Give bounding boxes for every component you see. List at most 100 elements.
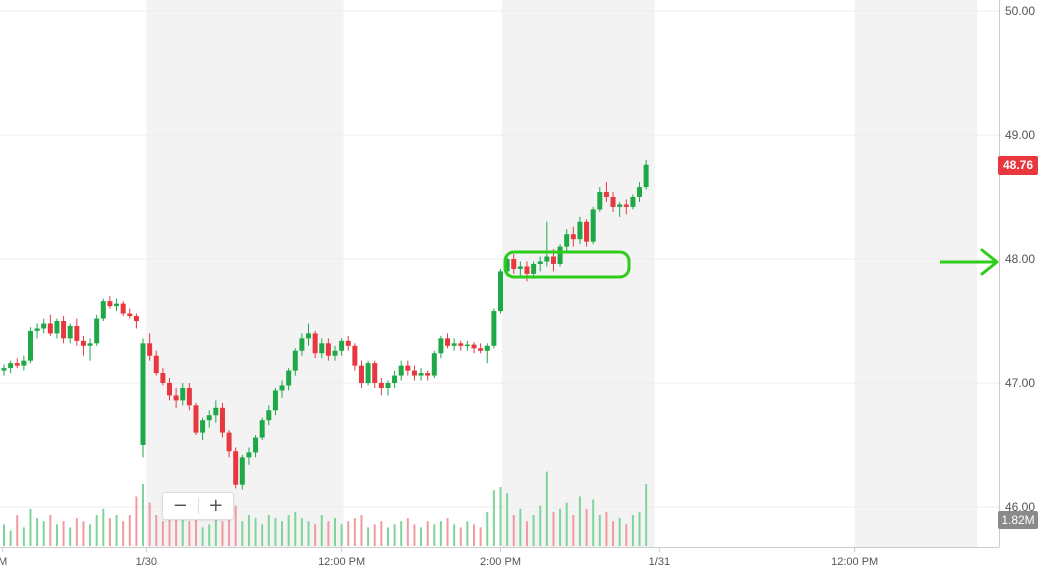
volume-bar <box>420 527 423 546</box>
volume-bar <box>373 524 376 546</box>
last-volume-badge: 1.82M <box>998 511 1038 529</box>
shaded-session <box>146 0 344 547</box>
candle <box>484 343 490 364</box>
candle-body <box>213 407 219 416</box>
volume-bar <box>228 508 231 546</box>
price-candles <box>1 159 649 490</box>
candle-body <box>637 187 643 197</box>
candle-body <box>266 410 272 421</box>
candle <box>378 378 384 396</box>
candle <box>392 370 398 388</box>
candle <box>345 335 351 351</box>
candle-body <box>610 197 616 207</box>
candle <box>411 365 417 381</box>
candle <box>94 314 100 346</box>
candle <box>14 358 20 369</box>
candle <box>478 343 484 354</box>
candle <box>358 360 364 388</box>
zoom-control: − + <box>162 492 234 520</box>
candle-body <box>418 373 424 376</box>
candle-body <box>557 246 563 264</box>
volume-bar <box>334 518 336 546</box>
candle <box>544 221 550 267</box>
volume-bar <box>506 493 509 546</box>
volume-bar <box>42 521 45 546</box>
candle-body <box>100 301 106 319</box>
volume-bar <box>49 515 52 546</box>
volume-bar <box>512 515 515 546</box>
arrow-head-icon <box>980 248 999 276</box>
candle <box>445 333 451 349</box>
y-tick-label: 46.00 <box>1005 500 1035 514</box>
candle-body <box>292 350 298 371</box>
candle-body <box>464 344 470 347</box>
volume-bar <box>320 515 323 546</box>
candle <box>279 380 285 398</box>
zoom-in-button[interactable]: + <box>208 495 224 516</box>
candle <box>200 417 206 441</box>
candle <box>603 182 609 202</box>
candle-body <box>325 343 331 356</box>
volume-bar <box>62 521 65 546</box>
candle <box>471 342 477 354</box>
grid-lines <box>0 10 999 508</box>
candle <box>339 338 345 356</box>
volume-bar <box>598 515 601 546</box>
candle-body <box>312 333 318 354</box>
candle-body <box>332 350 338 356</box>
candle <box>557 244 563 267</box>
candle <box>272 387 278 416</box>
volume-bar <box>115 515 118 546</box>
candle-body <box>167 383 172 396</box>
volume-bar <box>400 521 403 546</box>
candle <box>299 333 305 356</box>
volume-bar <box>181 515 184 546</box>
candle <box>451 338 457 351</box>
volume-bar <box>95 515 98 546</box>
volume-bar <box>539 505 542 546</box>
candle-body <box>597 192 603 210</box>
candle-body <box>531 263 537 274</box>
candle <box>306 323 312 346</box>
candle-body <box>431 353 437 376</box>
candle <box>41 318 47 334</box>
volume-bar <box>406 518 409 546</box>
volume-bar <box>122 521 125 546</box>
candle-body <box>570 234 576 240</box>
candle <box>140 338 146 458</box>
volume-bar <box>433 524 436 546</box>
x-tick-label: 12:00 PM <box>318 556 365 568</box>
candle <box>253 435 259 458</box>
candle <box>425 370 431 381</box>
candle <box>537 256 543 272</box>
volume-bar <box>261 524 264 546</box>
volume-bar <box>300 518 303 546</box>
candle-body <box>153 355 159 374</box>
zoom-out-button[interactable]: − <box>172 495 188 516</box>
candle-body <box>617 204 623 207</box>
x-tick-label: M <box>0 556 7 568</box>
candle-body <box>398 365 404 376</box>
candle <box>266 405 272 426</box>
candle <box>87 338 93 361</box>
volume-bar <box>75 518 78 546</box>
candle-body <box>385 383 391 388</box>
candle <box>246 447 252 465</box>
candle <box>80 335 86 356</box>
x-tick-label: 12:00 PM <box>831 556 878 568</box>
candle <box>564 229 570 252</box>
volume-bar <box>532 515 535 546</box>
candle-body <box>537 261 543 264</box>
candle <box>47 314 53 336</box>
volume-bar <box>367 527 370 546</box>
y-tick-label: 50.00 <box>1005 4 1035 18</box>
volume-bar <box>638 511 641 546</box>
volume-bar <box>473 524 476 546</box>
candle-body <box>114 303 120 307</box>
candle <box>325 338 331 361</box>
candle-body <box>80 340 86 346</box>
volume-bar <box>459 527 462 546</box>
volume-bar <box>625 524 628 546</box>
volume-bar <box>142 484 145 546</box>
